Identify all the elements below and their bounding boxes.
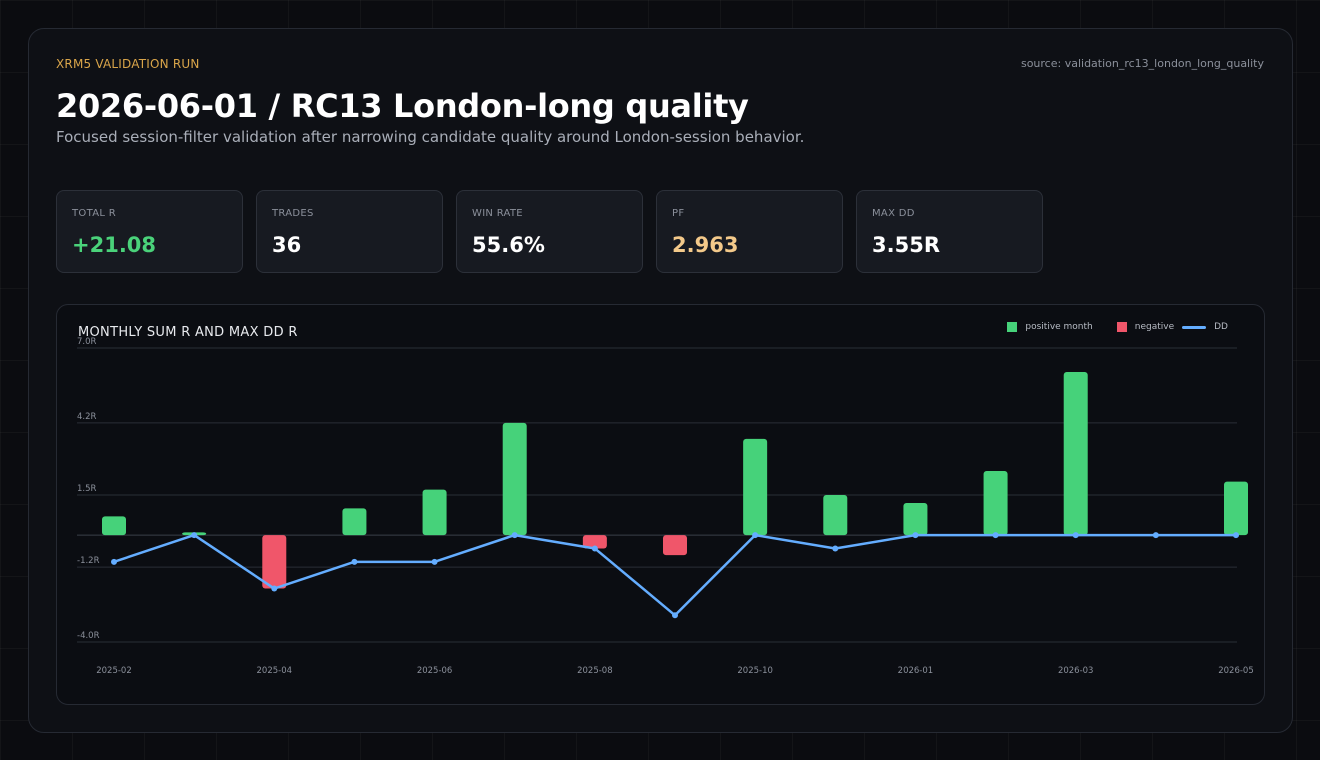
y-tick-label: 7.0R <box>77 337 97 347</box>
legend-item-negative: negative <box>1116 322 1175 332</box>
x-tick-label: 2025-06 <box>417 666 453 676</box>
stat-card-win-rate: WIN RATE 55.6% <box>456 190 643 273</box>
dd-point <box>591 545 598 552</box>
bar-positive <box>823 495 848 536</box>
stat-value: 36 <box>272 233 302 257</box>
legend-label-positive: positive month <box>1025 322 1093 332</box>
stat-value: 3.55R <box>872 233 940 257</box>
dd-swatch <box>1182 325 1207 329</box>
x-tick-label: 2026-01 <box>898 666 934 676</box>
dd-point <box>912 532 919 539</box>
bar-positive <box>102 516 126 536</box>
negative-swatch <box>1116 322 1127 332</box>
stat-value: 55.6% <box>472 233 545 257</box>
legend-label-dd: DD <box>1214 322 1228 332</box>
x-tick-label: 2025-02 <box>96 666 132 676</box>
stat-value: +21.08 <box>72 233 157 257</box>
y-tick-label: 1.5R <box>77 484 97 494</box>
y-tick-label: 4.2R <box>77 412 97 422</box>
stat-card-total-r: TOTAL R +21.08 <box>56 190 243 273</box>
source-label: source: validation_rc13_london_long_qual… <box>1020 57 1264 70</box>
bar-positive <box>422 489 447 536</box>
dd-point <box>1233 532 1239 539</box>
page-subtitle: Focused session-filter validation after … <box>56 128 805 146</box>
positive-swatch <box>1007 322 1018 332</box>
bar-negative <box>262 535 287 589</box>
dd-point <box>271 585 278 592</box>
stat-label: TOTAL R <box>72 208 116 219</box>
monthly-chart-svg: 7.0R 4.2R 1.5R -1.2R -4.0R 2025-02 2025-04 2025… <box>77 337 1254 676</box>
dd-point <box>191 532 198 539</box>
dd-point <box>992 532 999 539</box>
dd-point <box>351 558 358 565</box>
dd-point <box>1072 532 1079 539</box>
y-tick-label: -4.0R <box>77 631 100 641</box>
dd-point <box>431 558 438 565</box>
run-eyebrow: XRM5 VALIDATION RUN <box>56 57 200 71</box>
chart-container: MONTHLY SUM R AND MAX DD R positive mont… <box>56 304 1265 705</box>
chart-legend: positive month negative DD <box>991 322 1228 332</box>
chart-title: MONTHLY SUM R AND MAX DD R <box>78 325 298 340</box>
stat-value: 2.963 <box>672 233 739 257</box>
stat-label: MAX DD <box>872 208 915 219</box>
x-tick-label: 2026-03 <box>1058 666 1094 676</box>
x-tick-label: 2025-04 <box>257 666 293 676</box>
legend-item-dd: DD <box>1182 322 1228 332</box>
page-title: 2026-06-01 / RC13 London-long quality <box>56 87 749 125</box>
stat-label: PF <box>672 208 685 219</box>
bar-positive <box>502 422 527 536</box>
stat-label: WIN RATE <box>472 208 523 219</box>
dd-point <box>752 532 759 539</box>
bar-positive <box>983 470 1008 536</box>
bar-positive <box>743 438 768 536</box>
legend-item-positive: positive month <box>1007 322 1093 332</box>
bar-positive <box>342 508 367 536</box>
dd-point <box>1152 532 1159 539</box>
stat-card-trades: TRADES 36 <box>256 190 443 273</box>
bar-negative <box>663 535 687 556</box>
bar-positive <box>1224 481 1248 536</box>
x-tick-label: 2025-10 <box>737 666 773 676</box>
x-tick-label: 2025-08 <box>577 666 613 676</box>
legend-label-negative: negative <box>1134 322 1175 332</box>
bar-positive <box>1063 372 1088 536</box>
dd-point <box>672 612 678 619</box>
dd-point <box>111 558 117 565</box>
bar-positive <box>903 503 928 536</box>
stat-label: TRADES <box>272 208 314 219</box>
validation-panel: XRM5 VALIDATION RUN source: validation_r… <box>28 28 1293 733</box>
stat-card-pf: PF 2.963 <box>656 190 843 273</box>
dd-point <box>832 545 839 552</box>
y-tick-label: -1.2R <box>77 556 100 566</box>
stat-card-max-dd: MAX DD 3.55R <box>856 190 1043 273</box>
dd-point <box>511 532 518 539</box>
x-tick-label: 2026-05 <box>1218 666 1254 676</box>
bar-negative <box>582 535 607 549</box>
